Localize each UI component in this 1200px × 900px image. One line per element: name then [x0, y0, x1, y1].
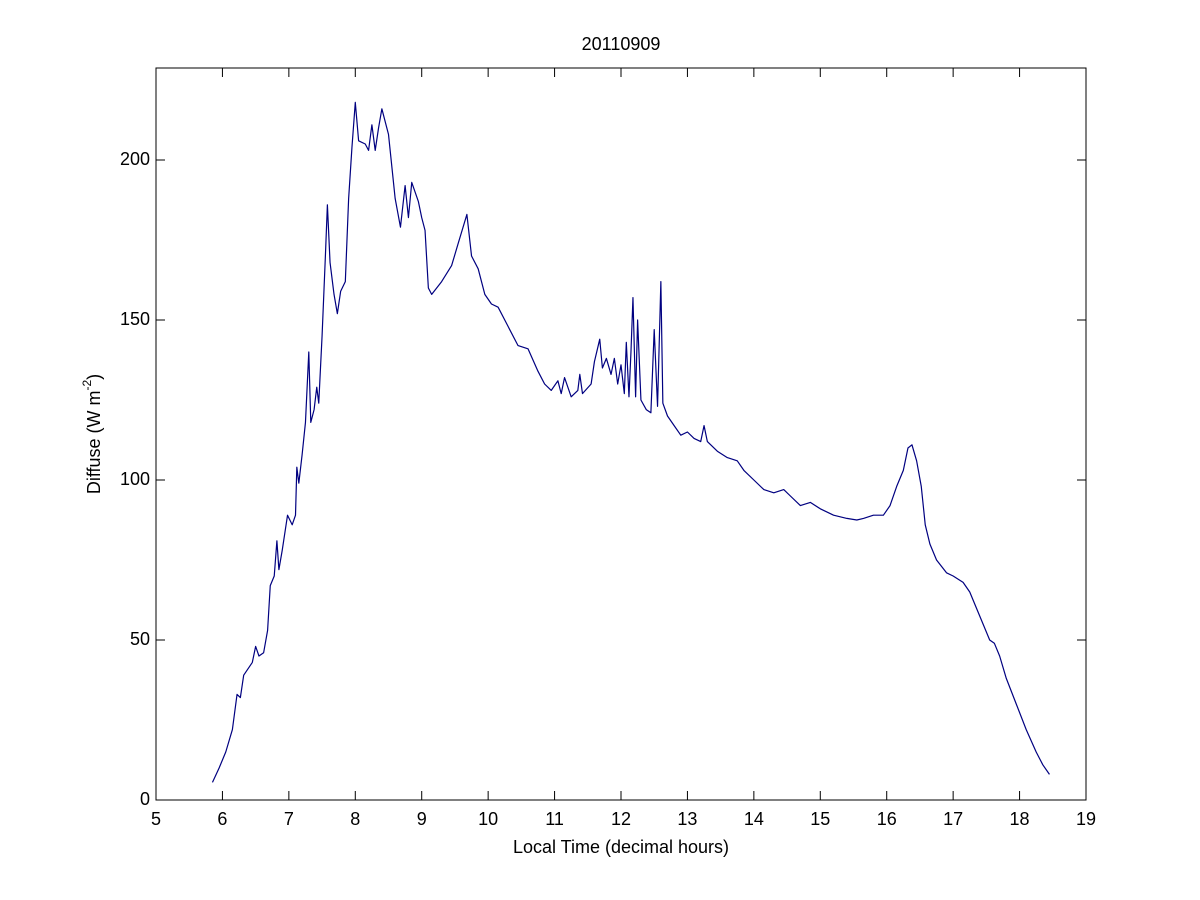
y-tick-label: 50	[130, 629, 150, 649]
x-axis-label: Local Time (decimal hours)	[513, 837, 729, 857]
chart-title: 20110909	[582, 34, 661, 54]
y-label-sup: -2	[80, 379, 94, 390]
y-axis-label: Diffuse (W m-2)	[80, 374, 104, 494]
x-tick-label: 6	[217, 809, 227, 829]
data-line	[211, 101, 1050, 783]
x-tick-label: 10	[478, 809, 498, 829]
x-tick-label: 7	[284, 809, 294, 829]
x-tick-label: 16	[877, 809, 897, 829]
y-tick-label: 150	[120, 309, 150, 329]
x-tick-label: 19	[1076, 809, 1096, 829]
x-tick-label: 18	[1010, 809, 1030, 829]
y-tick-label: 100	[120, 469, 150, 489]
x-tick-label: 8	[350, 809, 360, 829]
y-label-text: Diffuse (W m	[84, 390, 104, 494]
x-tick-label: 17	[943, 809, 963, 829]
x-tick-label: 9	[417, 809, 427, 829]
x-tick-label: 5	[151, 809, 161, 829]
x-tick-label: 14	[744, 809, 764, 829]
y-label-end: )	[84, 374, 104, 380]
x-tick-label: 15	[810, 809, 830, 829]
y-tick-label: 0	[140, 789, 150, 809]
y-tick-label: 200	[120, 149, 150, 169]
x-tick-label: 11	[545, 809, 564, 829]
x-tick-label: 13	[677, 809, 697, 829]
plot-box	[155, 67, 1087, 801]
x-tick-label: 12	[611, 809, 631, 829]
